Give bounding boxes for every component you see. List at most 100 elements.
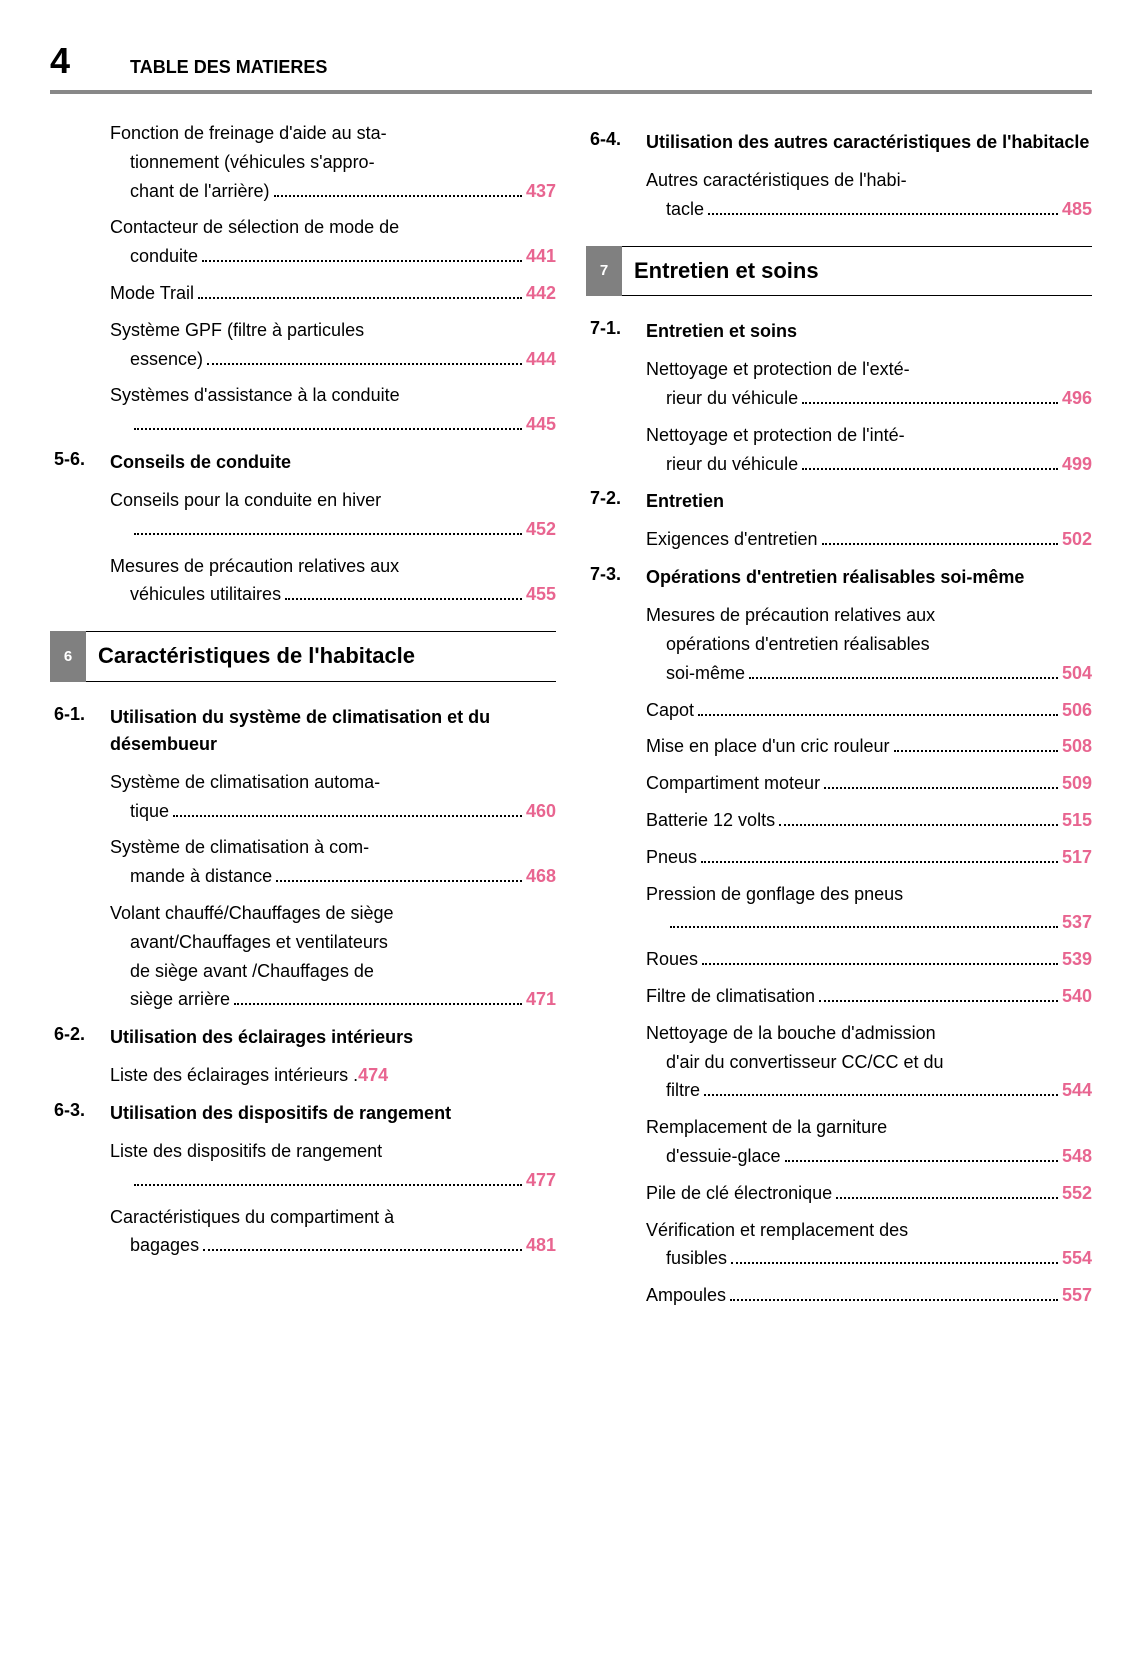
toc-entry: Volant chauffé/Chauffages de siègeavant/… [110, 899, 556, 1014]
leader-dots [802, 388, 1058, 404]
leader-dots [802, 453, 1058, 469]
toc-page-ref[interactable]: 504 [1062, 659, 1092, 688]
toc-entry: Ampoules557 [646, 1281, 1092, 1310]
toc-entry-text: tacle [666, 195, 704, 224]
toc-page-ref[interactable]: 502 [1062, 525, 1092, 554]
toc-entry-last-line: Pile de clé électronique 552 [646, 1179, 1092, 1208]
toc-page-ref[interactable]: 460 [526, 797, 556, 826]
toc-page-ref[interactable]: 437 [526, 177, 556, 206]
toc-entry: Remplacement de la garnitured'essuie-gla… [646, 1113, 1092, 1171]
toc-entry-text: Pile de clé électronique [646, 1179, 832, 1208]
toc-entry-text: rieur du véhicule [666, 384, 798, 413]
toc-page-ref[interactable]: 548 [1062, 1142, 1092, 1171]
toc-page-ref[interactable]: 515 [1062, 806, 1092, 835]
toc-page-ref[interactable]: 517 [1062, 843, 1092, 872]
section-label: Opérations d'entretien réalisables soi-m… [646, 564, 1024, 591]
toc-page-ref[interactable]: 485 [1062, 195, 1092, 224]
toc-entry: Systèmes d'assistance à la conduite445 [110, 381, 556, 439]
toc-entry-last-line: siège arrière471 [110, 985, 556, 1014]
page-header: 4 TABLE DES MATIERES [50, 40, 1092, 94]
leader-dots [276, 866, 522, 882]
toc-page-ref[interactable]: 554 [1062, 1244, 1092, 1273]
toc-entry-line: Caractéristiques du compartiment à [110, 1203, 556, 1232]
toc-entry: Vérification et remplacement desfusibles… [646, 1216, 1092, 1274]
toc-page-ref[interactable]: 441 [526, 242, 556, 271]
toc-page-ref[interactable]: 477 [526, 1166, 556, 1195]
toc-columns: Fonction de freinage d'aide au sta-tionn… [50, 119, 1092, 1318]
toc-page-ref[interactable]: 509 [1062, 769, 1092, 798]
leader-dots [285, 584, 522, 600]
toc-entry-text: mande à distance [130, 862, 272, 891]
toc-page-ref[interactable]: 468 [526, 862, 556, 891]
toc-entry-last-line: soi-même504 [646, 659, 1092, 688]
toc-page-ref[interactable]: 506 [1062, 696, 1092, 725]
toc-entry-text: Roues [646, 945, 698, 974]
toc-page-ref[interactable]: 455 [526, 580, 556, 609]
toc-entry-last-line: Capot506 [646, 696, 1092, 725]
toc-entry-line: d'air du convertisseur CC/CC et du [646, 1048, 1092, 1077]
toc-entry-line: Volant chauffé/Chauffages de siège [110, 899, 556, 928]
toc-page-ref[interactable]: 442 [526, 279, 556, 308]
toc-entry-text: conduite [130, 242, 198, 271]
toc-entry: Conseils pour la conduite en hiver452 [110, 486, 556, 544]
toc-page-ref[interactable]: 474 [358, 1061, 388, 1090]
toc-section-heading: 7-1.Entretien et soins [586, 318, 1092, 345]
toc-entry-line: Pression de gonflage des pneus [646, 880, 1092, 909]
toc-page-ref[interactable]: 445 [526, 410, 556, 439]
toc-entry: Batterie 12 volts515 [646, 806, 1092, 835]
toc-page-ref[interactable]: 557 [1062, 1281, 1092, 1310]
toc-entry-line: Système de climatisation automa- [110, 768, 556, 797]
leader-dots [234, 989, 522, 1005]
toc-entry-last-line: tique460 [110, 797, 556, 826]
leader-dots [134, 519, 522, 535]
leader-dots [173, 800, 522, 816]
toc-page-ref[interactable]: 540 [1062, 982, 1092, 1011]
toc-page-ref[interactable]: 544 [1062, 1076, 1092, 1105]
toc-page-ref[interactable]: 471 [526, 985, 556, 1014]
section-label: Entretien et soins [646, 318, 797, 345]
toc-entry-last-line: Mode Trail 442 [110, 279, 556, 308]
leader-dots [134, 414, 522, 430]
toc-page-ref[interactable]: 539 [1062, 945, 1092, 974]
toc-entry-last-line: d'essuie-glace 548 [646, 1142, 1092, 1171]
section-number: 7-3. [586, 564, 646, 591]
section-number: 6-1. [50, 704, 110, 758]
toc-entry-last-line: 537 [646, 908, 1092, 937]
toc-page-ref[interactable]: 444 [526, 345, 556, 374]
toc-entry-last-line: rieur du véhicule499 [646, 450, 1092, 479]
toc-entry-last-line: bagages481 [110, 1231, 556, 1260]
toc-section-heading: 7-3.Opérations d'entretien réalisables s… [586, 564, 1092, 591]
section-number: 7-1. [586, 318, 646, 345]
toc-page-ref[interactable]: 508 [1062, 732, 1092, 761]
toc-entry-last-line: Roues 539 [646, 945, 1092, 974]
toc-entry-last-line: Ampoules557 [646, 1281, 1092, 1310]
toc-page-ref[interactable]: 537 [1062, 908, 1092, 937]
leader-dots [836, 1183, 1058, 1199]
toc-entry: Filtre de climatisation540 [646, 982, 1092, 1011]
toc-page-ref[interactable]: 552 [1062, 1179, 1092, 1208]
leader-dots [822, 529, 1058, 545]
leader-dots [824, 773, 1058, 789]
toc-entry: Liste des dispositifs de rangement477 [110, 1137, 556, 1195]
toc-entry: Compartiment moteur509 [646, 769, 1092, 798]
toc-entry-last-line: Liste des éclairages intérieurs . 474 [110, 1061, 556, 1090]
leader-dots [702, 949, 1058, 965]
toc-entry-text: Mode Trail [110, 279, 194, 308]
toc-section-heading: 6-1.Utilisation du système de climatisat… [50, 704, 556, 758]
chapter-title: Caractéristiques de l'habitacle [86, 631, 556, 682]
toc-entry-last-line: Batterie 12 volts515 [646, 806, 1092, 835]
toc-entry-line: Fonction de freinage d'aide au sta- [110, 119, 556, 148]
leader-dots [749, 663, 1058, 679]
toc-page-ref[interactable]: 481 [526, 1231, 556, 1260]
leader-dots [202, 246, 522, 262]
leader-dots [274, 180, 522, 196]
toc-page-ref[interactable]: 452 [526, 515, 556, 544]
toc-entry-line: Nettoyage et protection de l'inté- [646, 421, 1092, 450]
toc-entry-last-line: chant de l'arrière)437 [110, 177, 556, 206]
toc-entry-text: Pneus [646, 843, 697, 872]
toc-entry-text: d'essuie-glace [666, 1142, 781, 1171]
toc-entry: Autres caractéristiques de l'habi-tacle4… [646, 166, 1092, 224]
toc-page-ref[interactable]: 496 [1062, 384, 1092, 413]
toc-page-ref[interactable]: 499 [1062, 450, 1092, 479]
toc-entry: Pneus 517 [646, 843, 1092, 872]
